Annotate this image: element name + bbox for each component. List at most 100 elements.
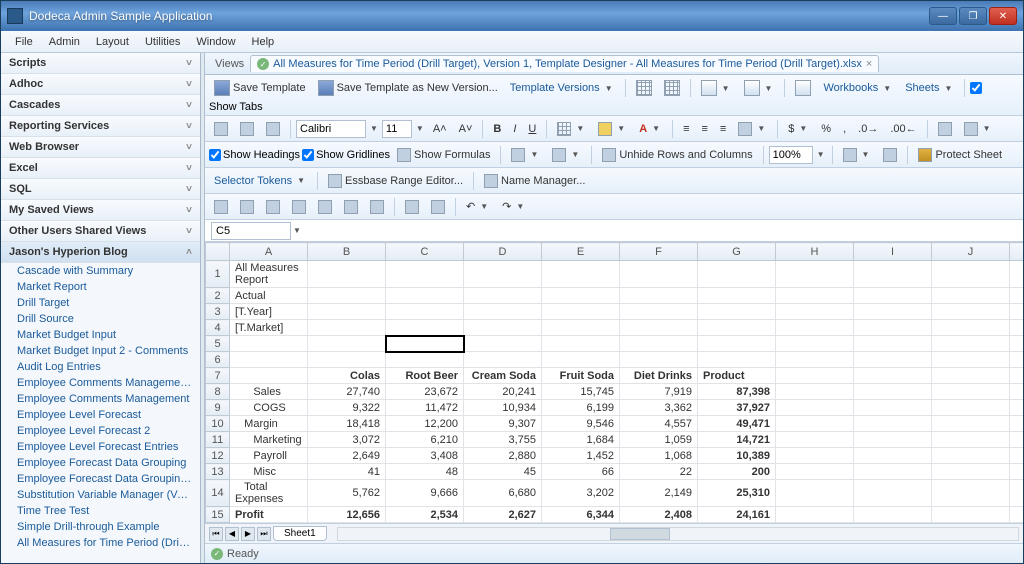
italic-button[interactable]: I	[508, 120, 521, 138]
cell[interactable]	[932, 507, 1010, 523]
sidebar-category[interactable]: Cascades˅	[1, 95, 200, 116]
shrink-font-button[interactable]: A˅	[454, 120, 478, 138]
column-header[interactable]: D	[464, 243, 542, 261]
cell[interactable]	[698, 288, 776, 304]
cell[interactable]	[1010, 432, 1024, 448]
row-header[interactable]: 2	[206, 288, 230, 304]
cell-reference-dropdown[interactable]: ▼	[291, 226, 303, 235]
tool-v2[interactable]: ▼	[547, 145, 586, 165]
tool-icon-5[interactable]	[790, 77, 816, 99]
row-header[interactable]: 15	[206, 507, 230, 523]
q6[interactable]	[339, 197, 363, 217]
tool-icon-2[interactable]	[659, 77, 685, 99]
cell[interactable]: 7,919	[620, 384, 698, 400]
cell[interactable]: Total Expenses	[230, 480, 308, 507]
cell[interactable]: 11,472	[386, 400, 464, 416]
font-name-dropdown[interactable]: ▼	[368, 124, 380, 133]
cell[interactable]	[854, 368, 932, 384]
sidebar-item[interactable]: Cascade with Summary	[1, 263, 200, 279]
cell[interactable]: Sales	[230, 384, 308, 400]
q2[interactable]	[235, 197, 259, 217]
sidebar-item[interactable]: Employee Comments Management	[1, 391, 200, 407]
show-tabs-checkbox[interactable]	[970, 82, 982, 94]
tool-icon-4[interactable]: ▼	[739, 77, 780, 99]
cell[interactable]	[542, 288, 620, 304]
sidebar-category[interactable]: Reporting Services˅	[1, 116, 200, 137]
cell[interactable]	[854, 304, 932, 320]
dec-decimal-button[interactable]: .00←	[885, 120, 921, 138]
spreadsheet-grid[interactable]: ABCDEFGHIJK1All Measures Report2Actual3[…	[205, 242, 1023, 523]
cell[interactable]: Misc	[230, 464, 308, 480]
cell[interactable]	[620, 304, 698, 320]
sheet-nav-first[interactable]: ⏮	[209, 527, 223, 541]
cell[interactable]: 2,408	[620, 507, 698, 523]
cell[interactable]	[776, 261, 854, 288]
cell[interactable]: 10,389	[698, 448, 776, 464]
row-header[interactable]: 11	[206, 432, 230, 448]
paste-button[interactable]	[261, 119, 285, 139]
cell[interactable]	[464, 320, 542, 336]
cell[interactable]	[932, 448, 1010, 464]
menu-layout[interactable]: Layout	[88, 34, 137, 50]
cell[interactable]	[386, 352, 464, 368]
cell[interactable]	[308, 304, 386, 320]
sidebar-item[interactable]: Drill Source	[1, 311, 200, 327]
cell[interactable]	[698, 523, 776, 524]
sidebar-item[interactable]: Audit Log Entries	[1, 359, 200, 375]
cell[interactable]: 24,161	[698, 507, 776, 523]
cell[interactable]: 2,880	[464, 448, 542, 464]
column-header[interactable]: E	[542, 243, 620, 261]
percent-button[interactable]: %	[816, 120, 836, 138]
cell[interactable]	[464, 304, 542, 320]
sidebar-category[interactable]: SQL˅	[1, 179, 200, 200]
row-header[interactable]: 8	[206, 384, 230, 400]
cell[interactable]	[854, 416, 932, 432]
titlebar[interactable]: Dodeca Admin Sample Application — ❐ ✕	[1, 1, 1023, 31]
cell[interactable]: 1,452	[542, 448, 620, 464]
cell[interactable]	[776, 384, 854, 400]
cell[interactable]	[1010, 336, 1024, 352]
save-template-button[interactable]: Save Template	[209, 77, 311, 99]
sidebar-category[interactable]: Scripts˅	[1, 53, 200, 74]
cell[interactable]: 10,934	[464, 400, 542, 416]
cell[interactable]	[854, 507, 932, 523]
cell[interactable]	[776, 304, 854, 320]
cell[interactable]	[698, 261, 776, 288]
minimize-button[interactable]: —	[929, 7, 957, 25]
menu-help[interactable]: Help	[244, 34, 283, 50]
cell[interactable]	[1010, 261, 1024, 288]
sidebar-item[interactable]: Substitution Variable Manager (Vess)	[1, 487, 200, 503]
tool-icon-3[interactable]: ▼	[696, 77, 737, 99]
underline-button[interactable]: U	[523, 120, 541, 138]
cell[interactable]: Marketing	[230, 432, 308, 448]
cell[interactable]	[308, 261, 386, 288]
cell[interactable]	[698, 336, 776, 352]
row-header[interactable]: 5	[206, 336, 230, 352]
cell-reference-input[interactable]	[211, 222, 291, 240]
cell[interactable]: 6,680	[464, 480, 542, 507]
sidebar-item[interactable]: Employee Comments Management (Ess...	[1, 375, 200, 391]
cell[interactable]	[854, 523, 932, 524]
sidebar-item[interactable]: Simple Drill-through Example	[1, 519, 200, 535]
column-header[interactable]: K	[1010, 243, 1024, 261]
cell[interactable]: 49,471	[698, 416, 776, 432]
column-header[interactable]: B	[308, 243, 386, 261]
cell[interactable]	[464, 336, 542, 352]
cell[interactable]	[932, 261, 1010, 288]
cell[interactable]: 20,241	[464, 384, 542, 400]
cell[interactable]	[1010, 304, 1024, 320]
sidebar-category[interactable]: Jason's Hyperion Blog˄	[1, 242, 200, 263]
essbase-range-button[interactable]: Essbase Range Editor...	[323, 171, 468, 191]
cell[interactable]: 12,200	[386, 416, 464, 432]
tool-v3[interactable]: ▼	[838, 145, 877, 165]
bold-button[interactable]: B	[488, 120, 506, 138]
sidebar-item[interactable]: Employee Forecast Data Grouping	[1, 455, 200, 471]
cell[interactable]	[308, 352, 386, 368]
q5[interactable]	[313, 197, 337, 217]
cell[interactable]	[932, 336, 1010, 352]
row-header[interactable]: 16	[206, 523, 230, 524]
cell[interactable]: 1,684	[542, 432, 620, 448]
sidebar-item[interactable]: Market Budget Input	[1, 327, 200, 343]
cell[interactable]: COGS	[230, 400, 308, 416]
cell[interactable]	[854, 288, 932, 304]
